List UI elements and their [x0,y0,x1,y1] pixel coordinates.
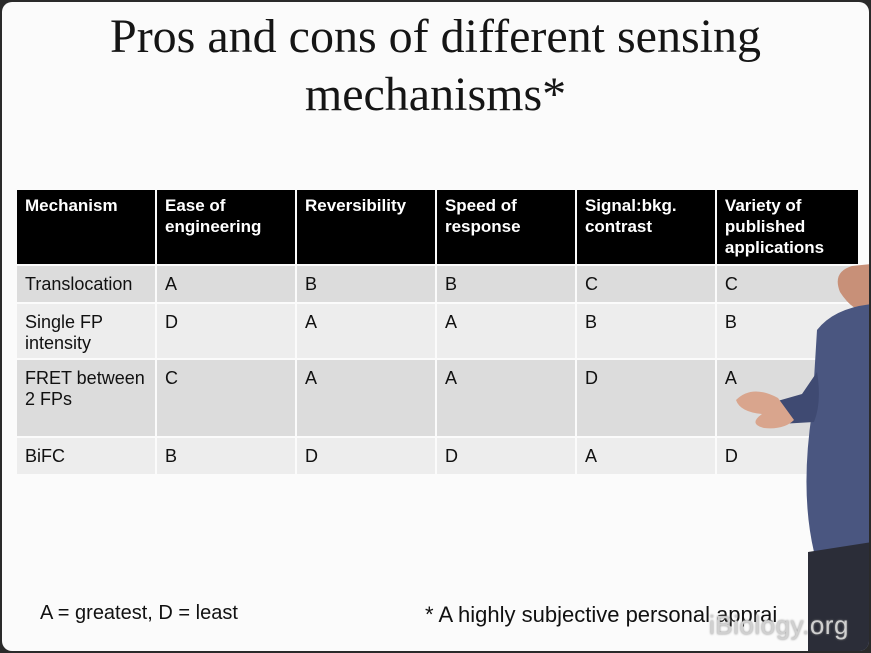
rating-cell: A [296,304,435,358]
slide-title: Pros and cons of different sensing mecha… [2,8,869,124]
speaker-figure [736,264,869,651]
rating-cell: D [576,360,715,436]
rating-legend: A = greatest, D = least [40,602,238,624]
rating-cell: C [156,360,295,436]
column-header: Variety of published applications [716,190,858,264]
table-row: Translocation A B B C C [17,266,858,302]
rating-cell: B [296,266,435,302]
column-header: Speed of response [436,190,575,264]
rating-cell: D [436,438,575,474]
rating-cell: A [436,304,575,358]
rating-cell: B [436,266,575,302]
rating-cell: B [156,438,295,474]
footnote: * A highly subjective personal apprai [425,602,778,627]
rating-cell: B [576,304,715,358]
column-header: Reversibility [296,190,435,264]
rating-cell: C [716,266,858,302]
column-header: Ease of engineering [156,190,295,264]
mechanism-cell: BiFC [17,438,155,474]
column-header: Signal:bkg. contrast [576,190,715,264]
mechanism-cell: Single FP intensity [17,304,155,358]
watermark: iBiology.org [709,610,849,640]
rating-cell: A [576,438,715,474]
rating-cell: A [436,360,575,436]
slide-title-line2: mechanisms* [304,68,567,121]
rating-cell: D [156,304,295,358]
mechanism-cell: Translocation [17,266,155,302]
column-header: Mechanism [17,190,155,264]
table-row: BiFC B D D A D [17,438,858,474]
rating-cell: C [576,266,715,302]
table-header-row: Mechanism Ease of engineering Reversibil… [17,190,858,264]
rating-cell: A [156,266,295,302]
rating-cell: D [296,438,435,474]
slide-title-line1: Pros and cons of different sensing [110,10,761,63]
rating-cell: A [296,360,435,436]
mechanism-cell: FRET between 2 FPs [17,360,155,436]
